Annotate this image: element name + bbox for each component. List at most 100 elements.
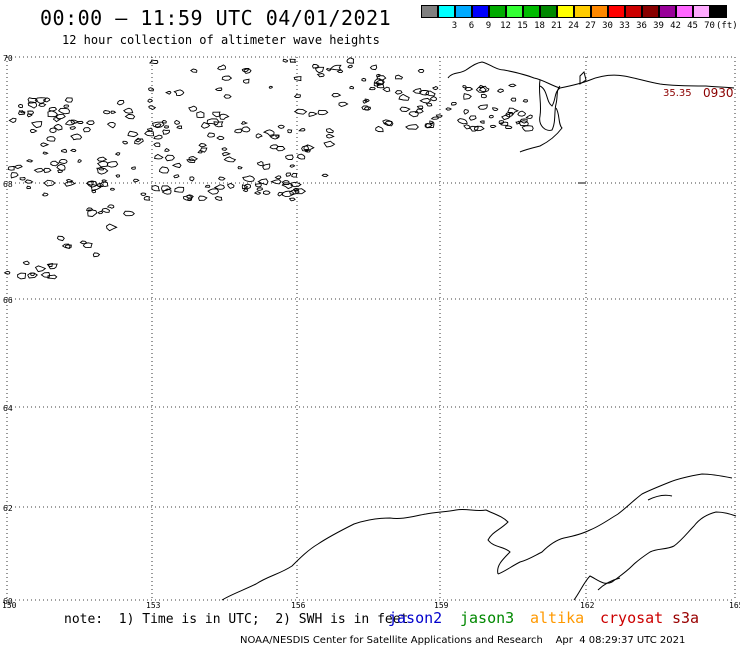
ice-contour — [289, 164, 296, 168]
ice-contour — [90, 183, 102, 191]
ice-contour — [42, 151, 49, 155]
ice-contour — [349, 85, 355, 90]
ice-contour — [123, 210, 135, 217]
ice-contour — [161, 188, 172, 195]
ice-contour — [47, 110, 59, 118]
scale-tick-label: 33 — [619, 21, 630, 31]
ice-contour — [382, 86, 391, 93]
ice-contour — [429, 120, 435, 124]
ice-contour — [294, 188, 307, 195]
scale-swatch — [421, 5, 438, 18]
ice-contour — [255, 133, 263, 139]
ice-contour — [20, 110, 26, 114]
ice-contour — [48, 107, 58, 112]
ice-contour — [162, 129, 170, 135]
ice-contour — [237, 165, 243, 170]
ice-contour — [430, 116, 440, 120]
ice-contour — [314, 66, 325, 74]
ice-contour — [269, 134, 280, 140]
ice-contour — [498, 120, 504, 125]
ice-contour — [57, 107, 70, 115]
ice-contour — [316, 73, 325, 78]
ice-contour — [56, 163, 66, 171]
ice-contour — [329, 64, 342, 71]
ice-contour — [207, 188, 220, 195]
ice-contour — [464, 87, 474, 92]
ice-contour — [101, 179, 108, 183]
ice-contour — [262, 190, 271, 195]
ice-contour — [25, 159, 34, 163]
ice-contour — [144, 130, 155, 137]
scale-tick-label: 12 — [500, 21, 511, 31]
ice-contour — [373, 82, 380, 87]
ice-contour — [30, 121, 43, 129]
ice-contour — [382, 119, 393, 127]
ice-contour — [368, 86, 376, 91]
scale-tick-label: 21 — [551, 21, 562, 31]
scale-swatch — [557, 5, 574, 18]
ice-contour — [204, 184, 211, 188]
ice-contour — [212, 111, 221, 118]
ice-contour — [42, 97, 51, 103]
ice-contour — [462, 85, 467, 89]
ice-contour — [123, 107, 134, 114]
ice-contour — [285, 172, 292, 177]
ice-contour — [221, 75, 233, 81]
ice-contour — [325, 68, 332, 72]
ice-contour — [186, 158, 196, 163]
ice-contour — [57, 169, 63, 173]
ice-contour — [148, 105, 157, 111]
ice-contour — [163, 125, 169, 129]
ice-contour — [293, 94, 301, 99]
ice-contour — [214, 87, 223, 91]
ice-contour — [187, 197, 193, 202]
ice-contour — [188, 105, 198, 112]
ice-contour — [301, 145, 309, 152]
ice-contour — [243, 68, 252, 74]
ice-contour — [501, 113, 511, 121]
scale-swatch — [506, 5, 523, 18]
ice-contour — [432, 85, 439, 91]
ice-contour — [346, 57, 355, 64]
ice-contour — [47, 263, 58, 270]
ice-contour — [240, 121, 249, 125]
ice-contour — [55, 113, 66, 120]
ice-contour — [86, 180, 98, 188]
ice-contour — [124, 113, 136, 120]
longitude-label: 162 — [580, 601, 595, 610]
ice-contour — [242, 175, 255, 183]
ice-contour — [206, 132, 215, 138]
ice-contour — [103, 110, 111, 115]
ice-contour — [479, 84, 485, 89]
scale-swatch — [608, 5, 625, 18]
ice-contour — [507, 107, 519, 115]
ice-contour — [77, 159, 82, 163]
ice-contour — [308, 111, 318, 117]
scale-tick-label: 30 — [602, 21, 613, 31]
ice-contour — [115, 174, 121, 178]
ice-contour — [106, 161, 119, 168]
ice-contour — [414, 108, 424, 114]
observation-value: 35.35 — [663, 88, 692, 99]
latitude-label: 66 — [3, 296, 13, 305]
ice-contour — [445, 107, 453, 111]
ice-contour — [171, 162, 182, 169]
scale-tick-label: 24 — [568, 21, 579, 31]
ice-contour — [375, 125, 384, 133]
coastline-alaska-south — [221, 473, 737, 601]
scale-tick-label: 36 — [636, 21, 647, 31]
ice-contour — [29, 128, 38, 133]
ice-contour — [165, 90, 172, 95]
scale-unit-label: (ft) — [716, 21, 738, 31]
longitude-label: 156 — [291, 601, 306, 610]
scale-tick-label: 39 — [653, 21, 664, 31]
ice-contour — [399, 106, 411, 112]
ice-contour — [106, 121, 116, 129]
ice-contour — [114, 152, 121, 156]
ice-contour — [173, 89, 185, 96]
footer-note: note: 1) Time is in UTC; 2) SWH is in fe… — [64, 612, 409, 627]
ice-contour — [134, 138, 144, 145]
ice-contour — [463, 108, 469, 115]
ice-contour — [65, 178, 74, 183]
